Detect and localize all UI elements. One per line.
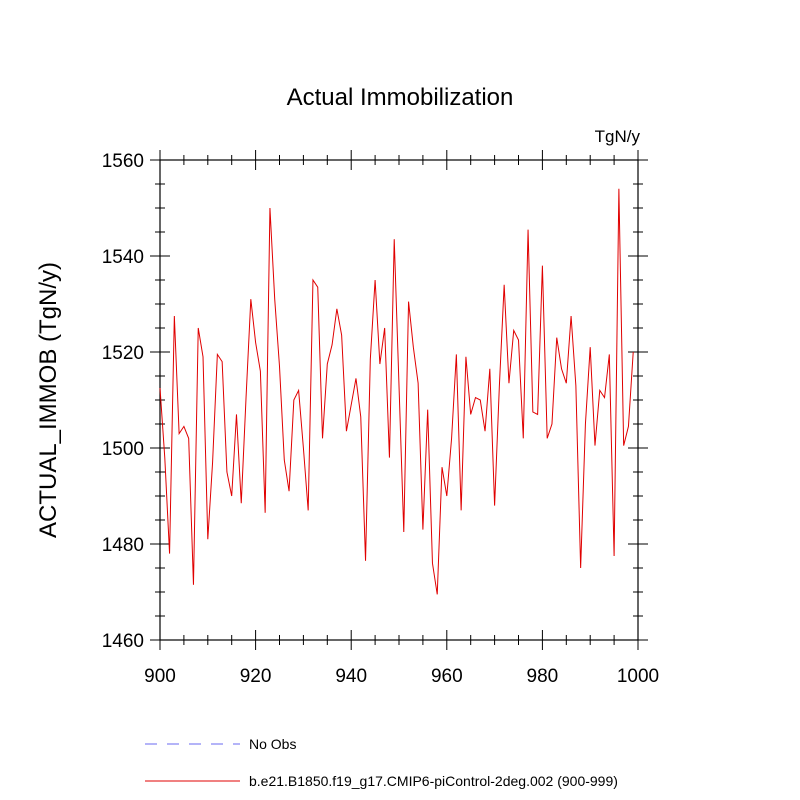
x-tick-label: 1000 [617,666,659,687]
x-tick-label: 900 [144,666,176,687]
y-tick-label: 1560 [102,151,144,172]
y-tick-label: 1500 [102,439,144,460]
series-line [159,188,634,595]
units-label: TgN/y [595,127,641,146]
x-tick-label: 980 [527,666,559,687]
ticks-layer [150,150,648,650]
y-tick-label: 1540 [102,247,144,268]
y-tick-label: 1520 [102,343,144,364]
x-tick-label: 920 [240,666,272,687]
y-tick-label: 1480 [102,535,144,556]
legend-label-no-obs: No Obs [249,736,296,752]
legend: No Obs b.e21.B1850.f19_g17.CMIP6-piContr… [145,736,618,789]
legend-label-model: b.e21.B1850.f19_g17.CMIP6-piControl-2deg… [249,773,618,789]
y-axis-label: ACTUAL_IMMOB (TgN/y) [35,262,62,538]
x-tick-labels: 900 920 940 960 980 1000 [144,666,659,687]
x-tick-label: 960 [431,666,463,687]
y-tick-label: 1460 [102,631,144,652]
chart-title: Actual Immobilization [287,84,514,111]
y-tick-labels: 1460 1480 1500 1520 1540 1560 [102,151,144,652]
series-layer [159,188,634,595]
x-tick-label: 940 [335,666,367,687]
